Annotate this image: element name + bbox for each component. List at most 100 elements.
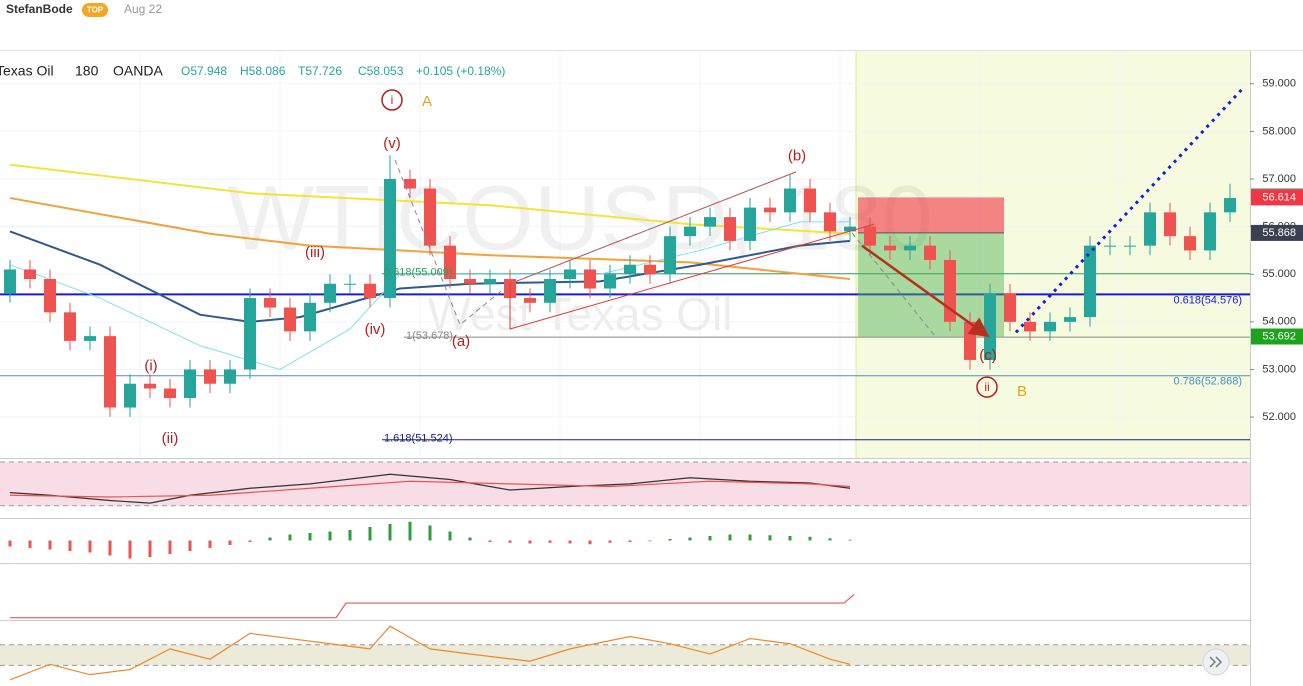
candle-body: [784, 188, 796, 213]
histogram-bar: [748, 534, 752, 541]
histogram-bar: [268, 537, 272, 541]
y-tick-label: 54.000: [1262, 316, 1296, 328]
candle-body: [1164, 212, 1176, 237]
candle-body: [1024, 321, 1036, 332]
histogram-bar: [548, 540, 552, 543]
candle-body: [4, 269, 16, 294]
histogram-bar: [88, 540, 92, 553]
drawing: [861, 244, 990, 338]
candle-body: [984, 293, 996, 360]
histogram-bar: [128, 540, 132, 559]
watermark-sub: West Texas Oil: [427, 288, 732, 340]
candle-body: [184, 369, 196, 399]
drawing: [509, 223, 875, 330]
author[interactable]: StefanBode: [6, 2, 73, 16]
candle-body: [464, 278, 476, 284]
panel-background: [0, 518, 1250, 563]
histogram-bar: [28, 540, 32, 548]
wave-label: (iii): [305, 244, 325, 261]
wave-label: i: [391, 93, 394, 107]
wave-label: B: [1017, 383, 1027, 400]
price-label: 56.614: [1262, 191, 1296, 203]
histogram-bar: [288, 534, 292, 541]
wave-label: ii: [984, 380, 989, 394]
candle-body: [1224, 198, 1236, 213]
candle-body: [204, 369, 216, 384]
panel-band: [0, 644, 1250, 666]
histogram-bar: [68, 540, 72, 551]
price-label: 55.868: [1262, 227, 1296, 239]
ohlc-value: H58.086: [240, 64, 286, 78]
histogram-bar: [8, 540, 12, 547]
candle-body: [924, 245, 936, 260]
candle-body: [684, 226, 696, 237]
histogram-bar: [388, 524, 392, 541]
candle-body: [524, 298, 536, 303]
histogram-bar: [228, 540, 232, 545]
candle-body: [1144, 212, 1156, 246]
histogram-bar: [248, 540, 252, 542]
level-label: 1(53.678): [406, 330, 453, 342]
y-tick-label: 52.000: [1262, 411, 1296, 423]
candle-body: [664, 236, 676, 275]
candle-body: [264, 298, 276, 308]
histogram-bar: [428, 525, 432, 541]
highlight-region: [856, 51, 1250, 458]
candle-body: [104, 336, 116, 408]
interval: 180: [75, 63, 99, 79]
ohlc-value: O57.948: [181, 64, 227, 78]
badge: TOP: [87, 6, 104, 15]
histogram-bar: [148, 540, 152, 557]
histogram-bar: [368, 527, 372, 541]
scroll-icon: [1209, 656, 1223, 668]
y-tick-label: 58.000: [1262, 125, 1296, 137]
indicator-line: [9, 480, 851, 498]
candle-body: [1184, 236, 1196, 251]
candle-body: [384, 179, 396, 299]
candle-body: [444, 245, 456, 279]
histogram-bar: [208, 540, 212, 548]
wave-label: (ii): [162, 430, 179, 447]
candle-body: [124, 383, 136, 408]
y-tick-label: 59.000: [1262, 78, 1296, 90]
indicator-line: [9, 625, 851, 681]
indicator-line: [9, 473, 851, 504]
level-label: 0.786(52.868): [1174, 376, 1243, 388]
candle-body: [804, 188, 816, 213]
wave-label: (i): [144, 358, 157, 375]
candle-body: [484, 278, 496, 284]
candle-body: [704, 217, 716, 227]
candle-body: [144, 383, 156, 389]
candle-body: [544, 278, 556, 303]
histogram-bar: [348, 530, 352, 541]
candle-body: [844, 226, 856, 232]
wave-label: (b): [788, 148, 806, 165]
candle-body: [164, 388, 176, 399]
wave-label: A: [422, 93, 432, 110]
level-label: 0.618(55.009): [384, 267, 453, 279]
candle-body: [904, 245, 916, 251]
drawing: [851, 232, 936, 337]
histogram-bar: [108, 540, 112, 556]
candle-body: [284, 307, 296, 332]
histogram-bar: [448, 531, 452, 541]
drawing: [394, 159, 797, 326]
candle-body: [864, 226, 876, 246]
candle-body: [244, 298, 256, 370]
histogram-bar: [328, 531, 332, 541]
histogram-bar: [408, 521, 412, 541]
histogram-bar: [768, 535, 772, 541]
indicator-line: [10, 594, 855, 619]
histogram-bar: [188, 540, 192, 551]
candle-body: [324, 283, 336, 303]
candle-body: [1004, 293, 1016, 322]
price-label-bg: [1251, 224, 1303, 241]
histogram-bar: [788, 536, 792, 541]
histogram-bar: [568, 540, 572, 544]
y-tick-label: 53.000: [1262, 363, 1296, 375]
candle-body: [224, 369, 236, 384]
histogram-bar: [48, 540, 52, 550]
price-label-bg: [1251, 189, 1303, 206]
moving-average: [9, 197, 851, 280]
histogram-bar: [528, 540, 532, 544]
